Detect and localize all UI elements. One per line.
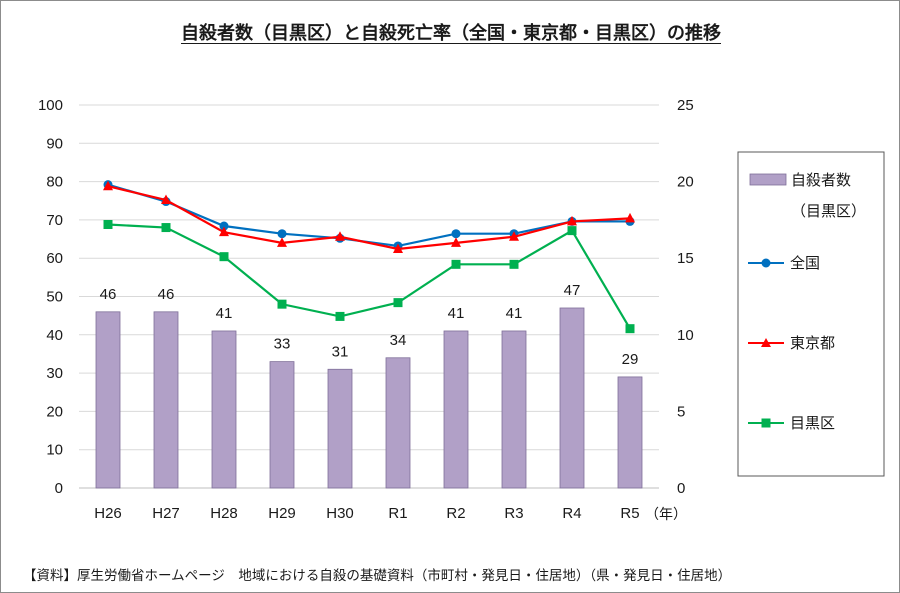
bar [269, 361, 295, 489]
data-point [103, 219, 113, 229]
bar [211, 330, 237, 489]
data-point [567, 215, 577, 226]
legend-bar-swatch [749, 173, 787, 186]
series-line [107, 185, 631, 251]
left-tick-label: 40 [46, 327, 63, 344]
category-label: R1 [388, 505, 407, 522]
data-point [219, 226, 229, 237]
line-series-1 [103, 180, 635, 254]
legend: 自殺者数 （目黒区） 全国 東京都 目黒区 [737, 151, 885, 477]
data-point [161, 194, 171, 204]
bar [501, 330, 527, 489]
left-tick-label: 50 [46, 289, 63, 306]
category-label: H30 [326, 505, 354, 522]
left-tick-label: 0 [55, 480, 63, 497]
right-tick-label: 0 [677, 480, 685, 497]
data-point [277, 299, 287, 309]
left-axis-ticks: 0 10 20 30 40 50 60 70 80 90 100 [38, 97, 63, 497]
line-series-2 [103, 219, 635, 334]
data-point [277, 229, 287, 239]
right-tick-label: 15 [677, 250, 694, 267]
right-tick-label: 5 [677, 403, 685, 420]
legend-label-national: 全国 [790, 254, 820, 272]
bar-data-labels: 46 46 41 33 31 34 41 41 47 29 [100, 282, 639, 368]
data-point [277, 237, 287, 247]
bar [95, 311, 121, 489]
left-tick-label: 70 [46, 212, 63, 229]
left-tick-label: 90 [46, 135, 63, 152]
category-label: R2 [446, 505, 465, 522]
bar [327, 368, 353, 489]
data-point [161, 223, 171, 233]
legend-bar-label-2: （目黒区） [791, 202, 866, 220]
data-point [103, 180, 113, 191]
data-point [393, 298, 403, 308]
bar [559, 307, 585, 489]
data-point [335, 231, 345, 241]
bar [443, 330, 469, 489]
bar-data-label: 34 [390, 332, 407, 349]
legend-label-meguro: 目黒区 [790, 414, 835, 432]
bar-series [95, 307, 643, 489]
legend-marker-meguro [761, 418, 771, 428]
data-point [509, 259, 519, 269]
data-point [567, 226, 577, 236]
category-label: R5 [620, 505, 639, 522]
right-tick-label: 10 [677, 327, 694, 344]
legend-marker-national [761, 258, 771, 268]
data-point [393, 243, 403, 254]
left-tick-label: 10 [46, 442, 63, 459]
bar-data-label: 46 [100, 286, 117, 303]
bar-data-label: 33 [274, 336, 291, 353]
series-line [107, 223, 631, 330]
category-label: H26 [94, 505, 122, 522]
source-note: 【資料】厚生労働省ホームページ 地域における自殺の基礎資料（市町村・発見日・住居… [23, 568, 732, 584]
bar-data-label: 31 [332, 343, 349, 360]
category-labels: H26 H27 H28 H29 H30 R1 R2 R3 R4 R5 [94, 505, 639, 522]
data-point [625, 324, 635, 334]
bar-data-label: 29 [622, 351, 639, 368]
bar [153, 311, 179, 489]
data-point [335, 311, 345, 321]
bar-data-label: 41 [216, 305, 233, 322]
left-tick-label: 20 [46, 403, 63, 420]
left-tick-label: 100 [38, 97, 63, 114]
data-point [509, 231, 519, 241]
left-tick-label: 30 [46, 365, 63, 382]
line-series [103, 180, 635, 334]
data-point [219, 252, 229, 262]
left-tick-label: 60 [46, 250, 63, 267]
data-point [451, 237, 461, 247]
data-point [219, 221, 229, 231]
bar-data-label: 46 [158, 286, 175, 303]
bar [385, 357, 411, 489]
category-label: H29 [268, 505, 296, 522]
legend-marker-tokyo [761, 338, 771, 347]
chart-title: 自殺者数（目黒区）と自殺死亡率（全国・東京都・目黒区）の推移 [181, 23, 721, 44]
data-point [451, 259, 461, 269]
bar [617, 376, 643, 489]
category-label: R4 [562, 505, 581, 522]
right-tick-label: 25 [677, 97, 694, 114]
data-point [451, 229, 461, 239]
bar-data-label: 47 [564, 282, 581, 299]
category-label: R3 [504, 505, 523, 522]
bar-data-label: 41 [506, 305, 523, 322]
category-label: H28 [210, 505, 238, 522]
left-tick-label: 80 [46, 174, 63, 191]
legend-bar-label-1: 自殺者数 [791, 171, 851, 189]
x-unit-label: （年） [645, 507, 687, 523]
data-point [625, 212, 635, 223]
bar-data-label: 41 [448, 305, 465, 322]
right-tick-label: 20 [677, 174, 694, 191]
legend-label-tokyo: 東京都 [790, 334, 835, 352]
category-label: H27 [152, 505, 180, 522]
right-axis-ticks: 0 5 10 15 20 25 [677, 97, 694, 497]
